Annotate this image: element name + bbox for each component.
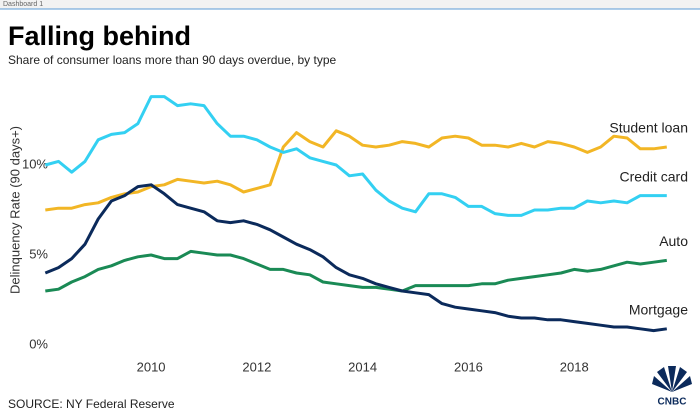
tab-bar xyxy=(0,0,700,9)
series-label: Credit card xyxy=(620,168,688,184)
x-tick-label: 2014 xyxy=(348,359,377,374)
x-tick-label: 2012 xyxy=(242,359,271,374)
series-label: Auto xyxy=(659,233,688,249)
source: SOURCE: NY Federal Reserve xyxy=(8,397,175,411)
series-label: Student loan xyxy=(609,120,688,136)
series-line xyxy=(45,249,668,293)
series-label: Mortgage xyxy=(629,302,688,318)
x-tick-label: 2018 xyxy=(560,359,589,374)
series-line xyxy=(44,95,667,217)
x-tick-label: 2010 xyxy=(137,359,166,374)
logo-icon xyxy=(652,366,692,392)
chart-subtitle: Share of consumer loans more than 90 day… xyxy=(8,53,337,67)
logo-text: CNBC xyxy=(658,397,687,408)
series-line xyxy=(45,129,668,212)
y-tick-label: 10% xyxy=(22,156,48,171)
y-tick-label: 5% xyxy=(29,246,48,261)
y-tick-label: 0% xyxy=(29,336,48,351)
series-line xyxy=(44,183,668,333)
logo: CNBC xyxy=(652,366,692,408)
x-tick-label: 2016 xyxy=(454,359,483,374)
y-axis-label: Delinquency Rate (90 days+) xyxy=(7,126,22,294)
chart-title: Falling behind xyxy=(8,21,191,51)
tab-label: Dashboard 1 xyxy=(3,1,43,8)
